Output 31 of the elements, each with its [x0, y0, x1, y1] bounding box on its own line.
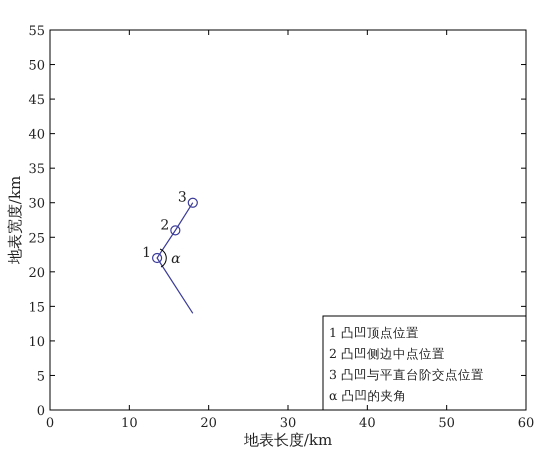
annotation: 3 凸凹与平直台阶交点位置 — [329, 367, 484, 382]
x-axis-title: 地表长度/km — [242, 431, 332, 449]
y-tick-label: 30 — [28, 196, 45, 212]
annotation: 3 — [178, 190, 187, 206]
y-tick-label: 5 — [36, 369, 45, 384]
x-tick-label: 20 — [200, 416, 217, 431]
y-axis-title: 地表宽度/km — [6, 176, 24, 266]
point — [188, 198, 198, 208]
y-tick-label: 45 — [28, 93, 45, 108]
x-tick-label: 50 — [438, 416, 455, 431]
y-tick-label: 25 — [28, 231, 45, 246]
x-tick-label: 40 — [359, 416, 376, 431]
y-tick-label: 20 — [28, 266, 45, 281]
x-tick-label: 60 — [518, 416, 534, 431]
point — [152, 252, 162, 264]
y-tick-label: 15 — [28, 300, 45, 316]
x-tick-label: 10 — [121, 416, 138, 431]
y-tick-label: 0 — [36, 404, 45, 419]
annotation: α 凸凹的夹角 — [329, 388, 406, 403]
annotation: α — [171, 251, 182, 267]
annotation: 1 — [142, 245, 152, 261]
x-tick-label: 30 — [280, 416, 296, 431]
y-tick-label: 35 — [28, 162, 45, 178]
y-tick-label: 50 — [28, 58, 45, 74]
annotation: 1 凸凹顶点位置 — [329, 325, 419, 340]
annotation: 2 — [160, 217, 170, 234]
y-tick-label: 40 — [28, 128, 45, 143]
annotation: 2 凸凹侧边中点位置 — [329, 346, 445, 361]
y-tick-label: 10 — [28, 334, 45, 350]
point — [170, 225, 180, 236]
y-tick-label: 55 — [28, 24, 45, 39]
